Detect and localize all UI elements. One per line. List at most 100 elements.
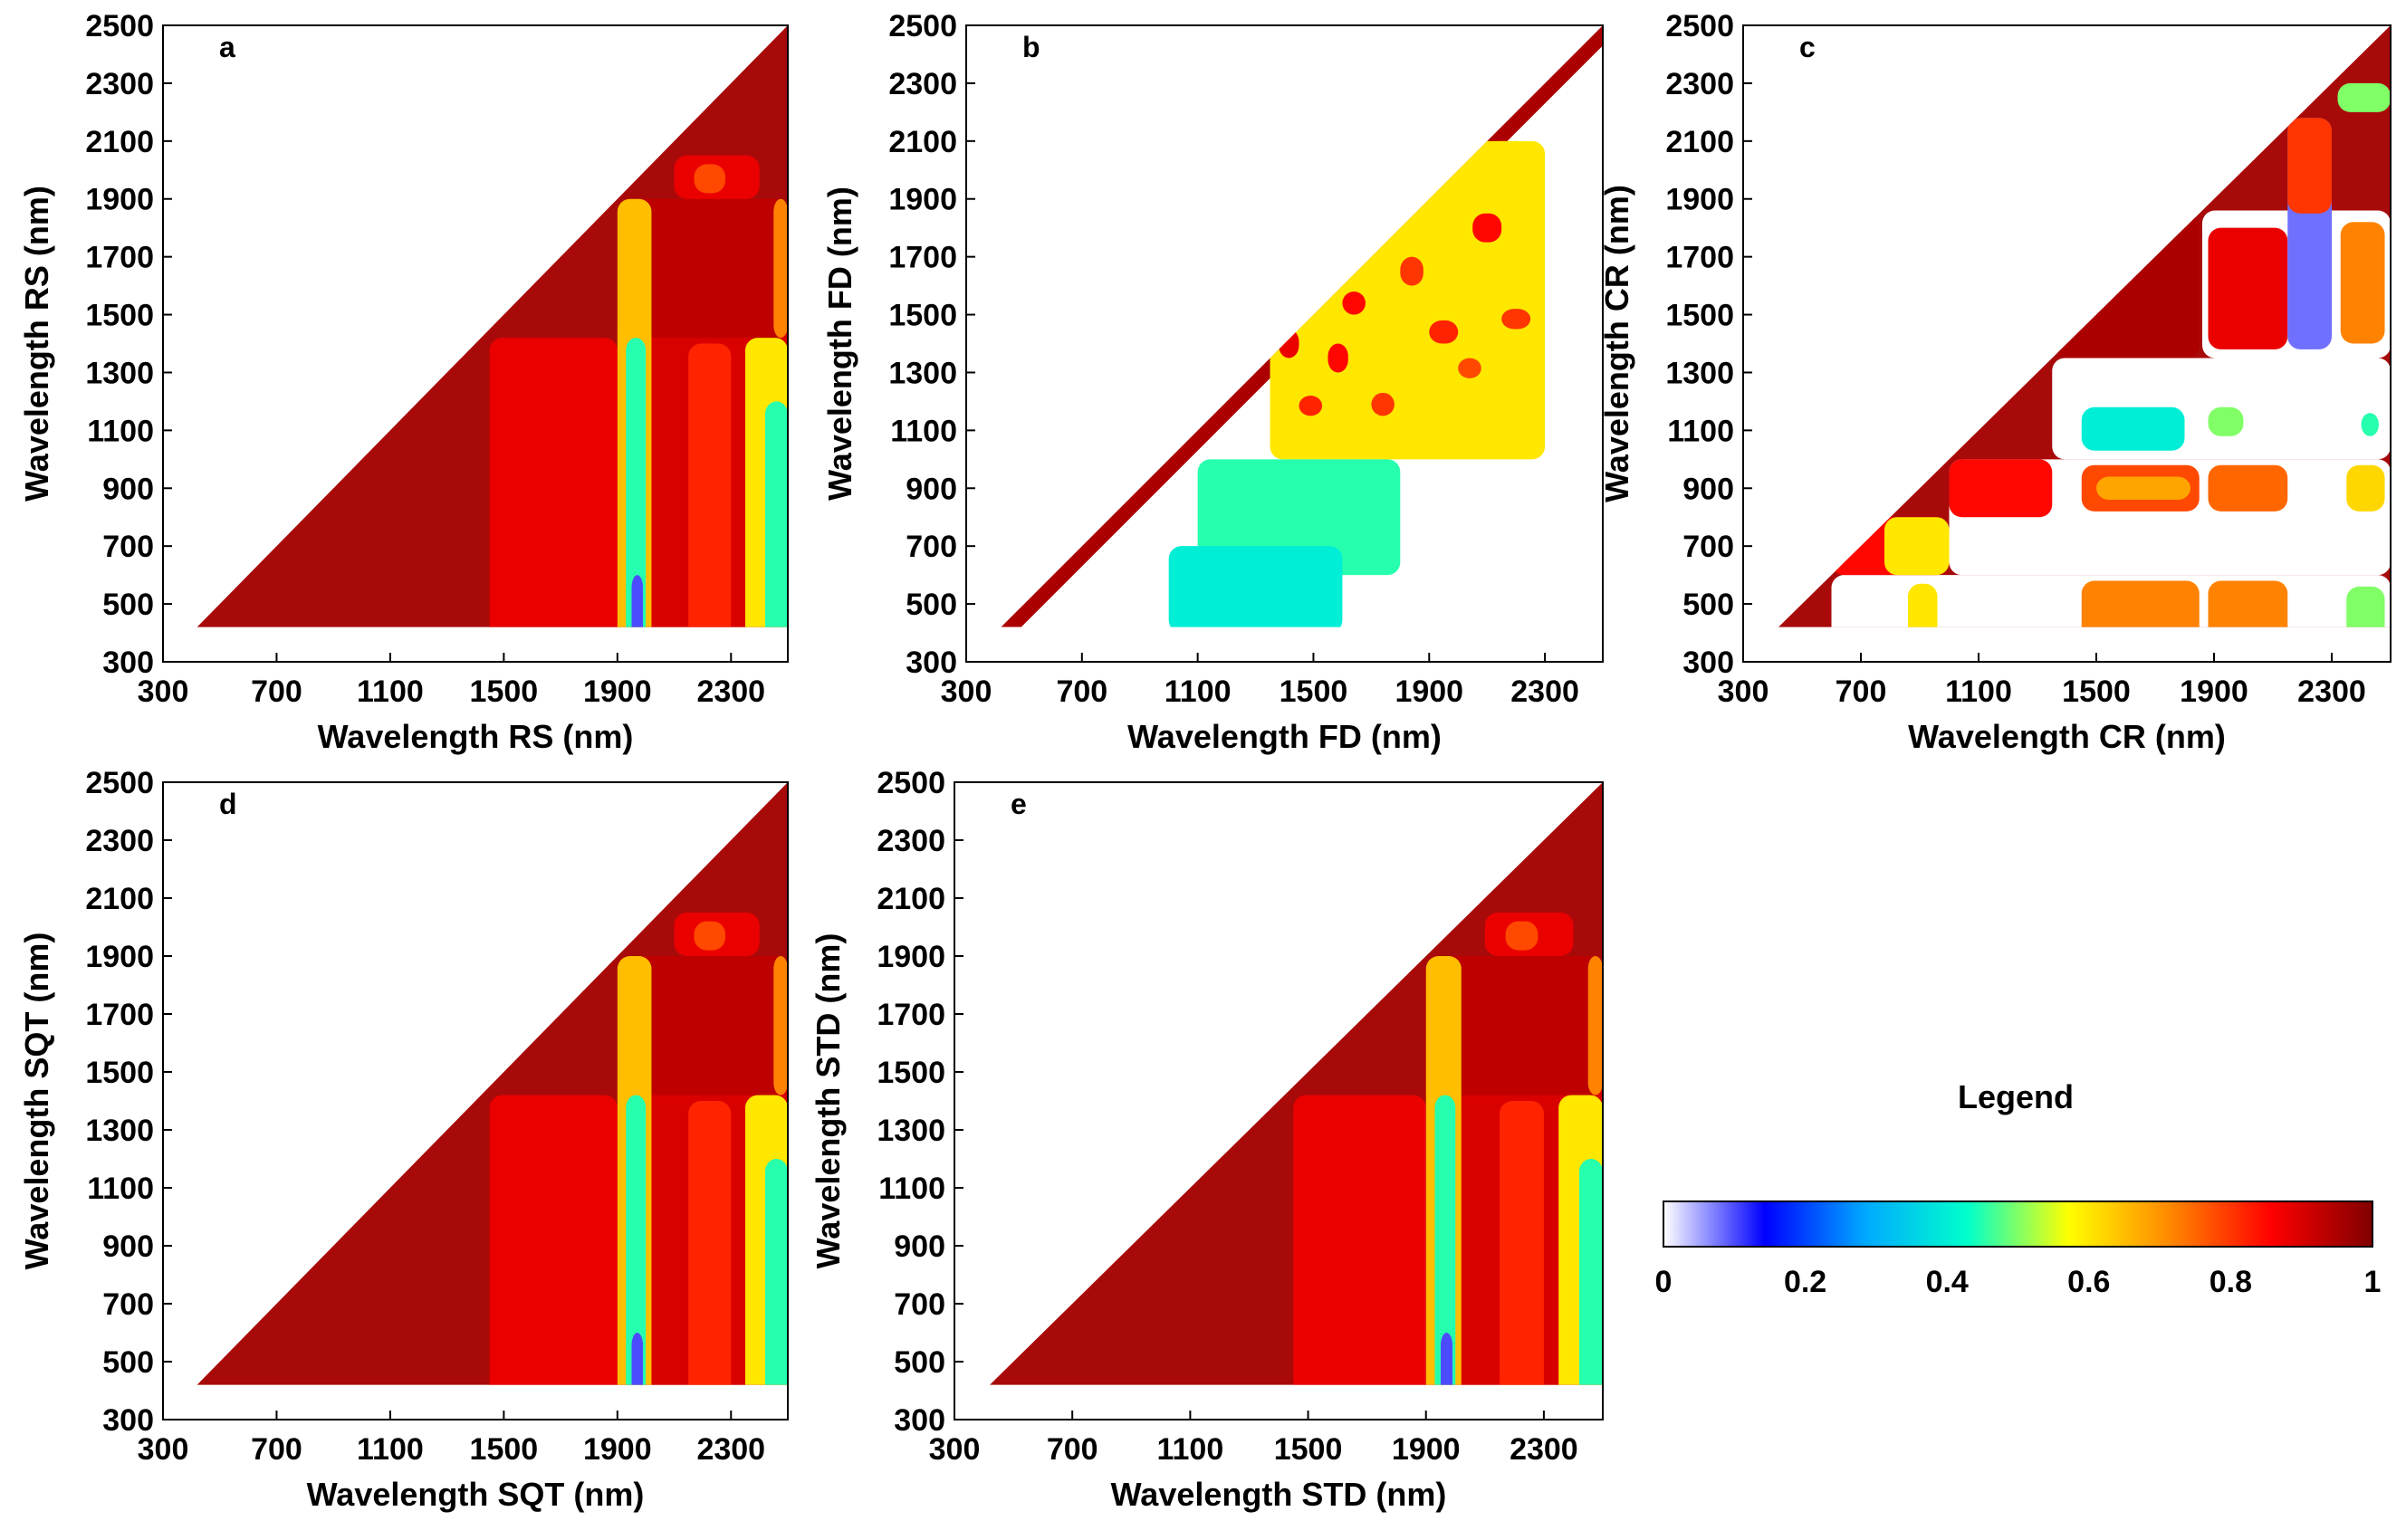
x-tick-label: 300 xyxy=(1718,674,1769,709)
y-tick-label: 1700 xyxy=(877,998,945,1032)
panel-c: c 300 700 1100 1500 1900 2300 300 500 700 900 1100 1… xyxy=(1598,9,2392,755)
heatmap-region xyxy=(1328,343,1348,373)
y-tick-label: 300 xyxy=(1682,646,1734,680)
heatmap-region xyxy=(1342,291,1366,315)
heatmap-region xyxy=(2287,118,2332,214)
y-tick-label: 1300 xyxy=(1665,356,1734,390)
heatmap-region xyxy=(694,921,725,951)
legend-tick-label: 0 xyxy=(1655,1265,1673,1299)
y-tick-label: 900 xyxy=(906,472,957,506)
x-tick-label: 1500 xyxy=(2062,674,2131,709)
panel-letter: c xyxy=(1799,31,1816,63)
heatmap-region xyxy=(1168,546,1343,627)
y-tick-label: 1900 xyxy=(877,940,945,974)
y-tick-label: 1500 xyxy=(1665,299,1734,333)
legend-tick-label: 0.8 xyxy=(2209,1265,2252,1299)
y-axis-label: Wavelength SQT (nm) xyxy=(18,933,55,1270)
x-tick-label: 2300 xyxy=(696,1432,765,1467)
heatmap-region xyxy=(1371,392,1395,416)
heatmap-regions xyxy=(489,913,789,1385)
y-tick-label: 700 xyxy=(1682,530,1734,564)
y-tick-label: 1700 xyxy=(888,241,957,275)
y-tick-label: 500 xyxy=(102,588,154,622)
plot-frame xyxy=(162,781,789,1420)
y-tick-label: 1500 xyxy=(85,1056,154,1090)
x-tick-label: 1900 xyxy=(583,1432,652,1467)
legend-ticks: 0 0.2 0.4 0.6 0.8 1 xyxy=(1655,1265,2382,1299)
x-tick-label: 300 xyxy=(138,1432,189,1467)
heatmap-region xyxy=(1949,459,2053,518)
heatmap-region xyxy=(1908,583,1938,627)
legend: Legend 0 0.2 0.4 0.6 0.8 1 xyxy=(1655,1078,2382,1299)
y-tick-label: 1700 xyxy=(85,998,154,1032)
x-tick-label: 1900 xyxy=(2180,674,2248,709)
x-tick-label: 1100 xyxy=(357,1432,424,1467)
x-axis-label: Wavelength FD (nm) xyxy=(1127,718,1442,755)
x-axis-label: Wavelength CR (nm) xyxy=(1908,718,2226,755)
y-tick-label: 500 xyxy=(102,1345,154,1380)
y-tick-label: 1500 xyxy=(877,1056,945,1090)
y-tick-label: 900 xyxy=(102,472,154,506)
heatmap-region xyxy=(1299,396,1323,416)
y-tick-label: 2500 xyxy=(877,766,945,800)
x-tick-label: 700 xyxy=(1836,674,1887,709)
x-axis-label: Wavelength SQT (nm) xyxy=(307,1476,645,1513)
x-tick-label: 1900 xyxy=(1395,674,1463,709)
y-tick-label: 300 xyxy=(894,1403,945,1438)
y-tick-label: 2300 xyxy=(888,67,957,101)
y-axis-label: Wavelength RS (nm) xyxy=(18,186,55,502)
heatmap-region xyxy=(688,343,732,627)
x-tick-label: 1500 xyxy=(1280,674,1348,709)
y-tick-label: 2100 xyxy=(877,882,945,916)
x-tick-label: 1500 xyxy=(1274,1432,1343,1467)
y-tick-label: 1700 xyxy=(1665,241,1734,275)
x-axis-label: Wavelength RS (nm) xyxy=(318,718,634,755)
heatmap-region xyxy=(694,164,725,194)
y-tick-label: 2300 xyxy=(85,824,154,858)
y-tick-label: 700 xyxy=(102,1287,154,1322)
heatmap-region xyxy=(1884,517,1950,576)
y-tick-label: 1900 xyxy=(888,183,957,217)
y-tick-label: 500 xyxy=(906,588,957,622)
y-tick-label: 2100 xyxy=(85,125,154,159)
x-tick-label: 2300 xyxy=(2297,674,2366,709)
heatmap-region xyxy=(1429,320,1459,344)
x-tick-label: 1100 xyxy=(1165,674,1232,709)
heatmap-region xyxy=(1487,140,1531,170)
y-axis-label: Wavelength FD (nm) xyxy=(821,187,858,501)
heatmap-region xyxy=(764,1159,789,1385)
y-tick-label: 700 xyxy=(906,530,957,564)
heatmap-regions xyxy=(1831,82,2391,627)
y-tick-label: 2500 xyxy=(888,9,957,43)
heatmap-region xyxy=(1472,213,1502,243)
heatmap-region xyxy=(1400,256,1423,286)
heatmap-region xyxy=(1587,956,1603,1095)
y-tick-label: 1900 xyxy=(1665,183,1734,217)
y-tick-label: 2100 xyxy=(888,125,957,159)
y-tick-label: 1100 xyxy=(878,1172,945,1206)
heatmap-region xyxy=(2337,82,2391,112)
heatmap-region xyxy=(2208,227,2288,349)
heatmap-region xyxy=(764,401,789,627)
y-tick-label: 2500 xyxy=(1665,9,1734,43)
y-tick-label: 1500 xyxy=(85,299,154,333)
x-tick-label: 300 xyxy=(941,674,992,709)
y-tick-label: 1300 xyxy=(85,356,154,390)
panel-d: d 300 700 1100 1500 1900 2300 300 500 700 900 1100 1… xyxy=(18,766,789,1513)
y-tick-label: 1300 xyxy=(85,1114,154,1148)
y-tick-label: 700 xyxy=(894,1287,945,1322)
y-tick-label: 2500 xyxy=(85,766,154,800)
y-tick-label: 900 xyxy=(102,1229,154,1264)
x-tick-label: 300 xyxy=(138,674,189,709)
panel-letter: b xyxy=(1022,31,1040,63)
x-tick-label: 1100 xyxy=(1156,1432,1223,1467)
y-tick-label: 700 xyxy=(102,530,154,564)
heatmap-region xyxy=(773,956,788,1095)
heatmap-region xyxy=(631,1333,644,1385)
x-tick-label: 2300 xyxy=(1510,674,1579,709)
y-tick-label: 500 xyxy=(894,1345,945,1380)
x-tick-label: 1100 xyxy=(1945,674,2012,709)
heatmap-region xyxy=(617,198,788,339)
x-tick-label: 700 xyxy=(1047,1432,1098,1467)
legend-tick-label: 1 xyxy=(2364,1265,2382,1299)
